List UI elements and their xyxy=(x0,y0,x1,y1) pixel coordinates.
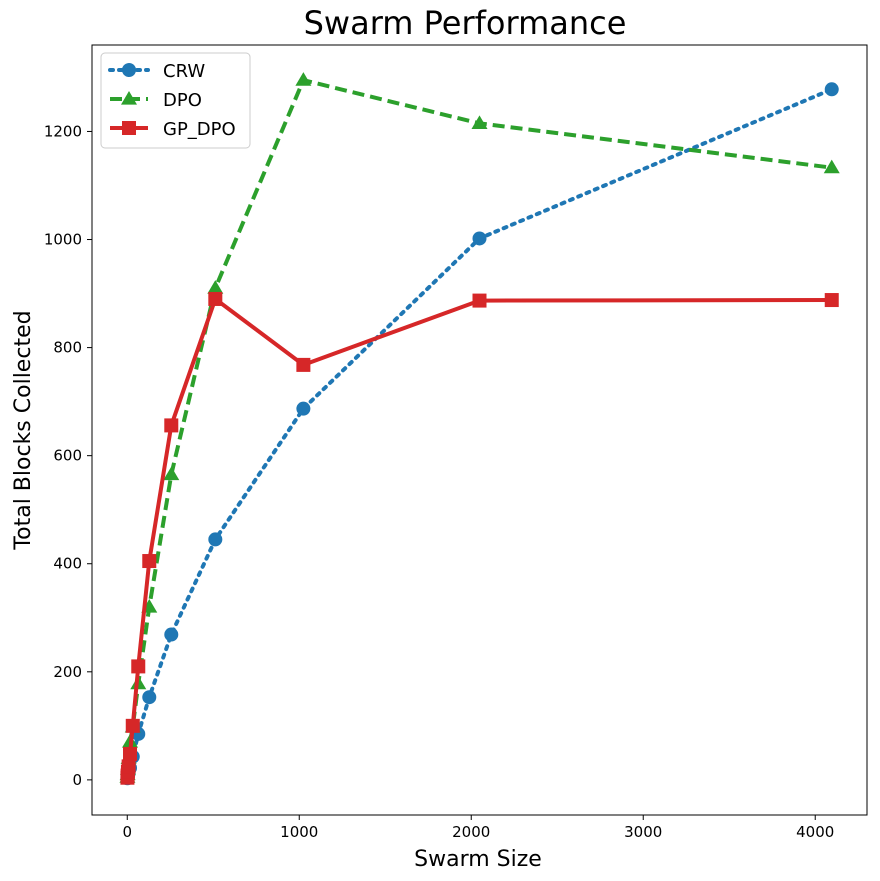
point-dpo-1024 xyxy=(295,72,312,86)
axis-ticks: 0 1000 2000 3000 4000 0 200 400 600 800 1000 1200 xyxy=(44,122,835,841)
x-tick-label-2000: 2000 xyxy=(452,823,490,841)
point-gp_dpo-128 xyxy=(142,554,157,569)
point-dpo-512 xyxy=(207,280,224,294)
point-gp_dpo-64 xyxy=(131,659,146,674)
series-line-crw xyxy=(125,87,834,781)
point-dpo-256 xyxy=(163,466,180,481)
point-gp_dpo-1024 xyxy=(296,357,311,372)
series-line-gp_dpo xyxy=(125,295,832,778)
plot-area-frame xyxy=(91,44,868,816)
series-gp_dpo xyxy=(120,291,839,785)
y-tick-label-1000: 1000 xyxy=(44,231,82,249)
y-tick-label-1200: 1200 xyxy=(44,122,82,140)
legend-label-dpo: DPO xyxy=(163,90,202,111)
point-gp_dpo-256 xyxy=(164,418,179,433)
y-tick-label-400: 400 xyxy=(53,555,82,573)
point-crw-128 xyxy=(142,690,157,705)
legend-marker-dpo xyxy=(121,91,137,105)
y-tick-label-0: 0 xyxy=(72,771,82,789)
point-dpo-4096 xyxy=(823,159,840,174)
x-tick-label-1000: 1000 xyxy=(280,823,318,841)
point-crw-4096 xyxy=(824,82,839,97)
x-tick-label-4000: 4000 xyxy=(796,823,834,841)
legend-box xyxy=(100,52,251,149)
legend-label-gp_dpo: GP_DPO xyxy=(163,119,236,140)
legend: CRW DPO GP_DPO xyxy=(100,52,251,149)
point-gp_dpo-8 xyxy=(121,759,136,774)
series-dpo xyxy=(119,72,840,783)
x-tick-label-3000: 3000 xyxy=(624,823,662,841)
legend-marker-gp_dpo xyxy=(122,121,136,135)
point-dpo-2048 xyxy=(471,115,488,129)
chart-title: Swarm Performance xyxy=(304,4,627,42)
point-crw-2048 xyxy=(472,231,487,246)
point-gp_dpo-16 xyxy=(123,746,138,761)
y-axis-title: Total Blocks Collected xyxy=(11,310,36,550)
point-crw-1024 xyxy=(296,401,311,416)
point-gp_dpo-2048 xyxy=(472,293,487,308)
series-line-dpo xyxy=(125,77,832,778)
series-crw xyxy=(120,82,839,786)
y-tick-label-600: 600 xyxy=(53,447,82,465)
point-crw-256 xyxy=(164,627,179,642)
point-gp_dpo-512 xyxy=(208,291,223,306)
y-tick-label-800: 800 xyxy=(53,339,82,357)
point-gp_dpo-4096 xyxy=(824,293,839,308)
x-axis-title: Swarm Size xyxy=(414,847,542,872)
legend-marker-crw xyxy=(122,63,136,77)
series-layer xyxy=(119,72,840,786)
legend-label-crw: CRW xyxy=(163,61,205,82)
point-crw-512 xyxy=(208,532,223,547)
x-tick-label-0: 0 xyxy=(122,823,132,841)
point-gp_dpo-32 xyxy=(125,718,140,733)
y-tick-label-200: 200 xyxy=(53,663,82,681)
